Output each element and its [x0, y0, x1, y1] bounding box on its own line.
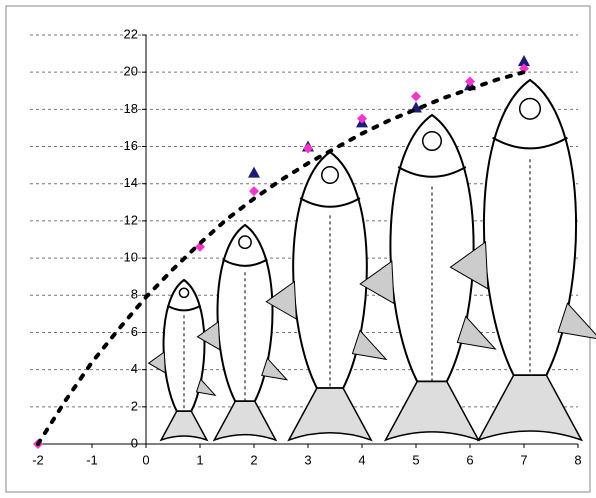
y-tick-label: 22 — [124, 26, 138, 41]
y-tick-label: 12 — [124, 212, 138, 227]
fitted-curve — [36, 70, 526, 446]
x-tick-label: 1 — [196, 452, 203, 467]
fish-gill — [166, 304, 202, 312]
y-tick-label: 14 — [124, 175, 138, 190]
fish-fin — [196, 320, 221, 351]
x-tick-label: 4 — [358, 452, 365, 467]
fish-fin — [359, 260, 395, 305]
diamond-marker — [303, 143, 313, 154]
y-tick-label: 16 — [124, 138, 138, 153]
fish-eye — [238, 235, 252, 250]
fish-tail — [159, 410, 209, 442]
fish-gill — [299, 197, 361, 208]
fish-tail — [212, 400, 278, 442]
fish-fin — [449, 241, 489, 290]
x-tick-label: 2 — [250, 452, 257, 467]
y-tick-label: 8 — [131, 287, 138, 302]
fish-fin — [261, 357, 289, 381]
fish-eye — [321, 166, 339, 185]
y-tick-label: 20 — [124, 64, 138, 79]
fish-gill — [222, 258, 268, 267]
fish-eye — [421, 130, 443, 152]
fish-illustration — [196, 223, 289, 442]
fish-fin — [557, 302, 596, 339]
diamond-marker — [357, 113, 367, 124]
fish-fin — [265, 280, 297, 320]
triangle-marker — [248, 166, 260, 178]
y-tick-label: 2 — [131, 398, 138, 413]
diamond-marker — [465, 76, 475, 87]
fish-fin — [147, 351, 166, 374]
fish-fin — [351, 329, 388, 361]
x-tick-label: 3 — [304, 452, 311, 467]
fish-illustration — [359, 113, 497, 442]
x-tick-label: 8 — [574, 452, 581, 467]
y-tick-label: 10 — [124, 250, 138, 265]
fish-tail — [287, 387, 373, 442]
y-tick-label: 4 — [131, 361, 138, 376]
triangle-marker — [518, 55, 530, 67]
fish-gill — [492, 136, 568, 150]
y-tick-label: 6 — [131, 324, 138, 339]
fish-illustration — [449, 78, 596, 442]
x-tick-label: -2 — [32, 452, 44, 467]
x-tick-label: 7 — [520, 452, 527, 467]
y-tick-label: 0 — [131, 435, 138, 450]
fish-tail — [476, 374, 584, 442]
fish-fin — [456, 315, 497, 350]
diamond-marker — [411, 91, 421, 102]
x-tick-label: 5 — [412, 452, 419, 467]
fish-eye — [178, 287, 190, 299]
fish-illustration — [265, 150, 388, 442]
x-tick-label: 0 — [142, 452, 149, 467]
y-tick-label: 18 — [124, 101, 138, 116]
diamond-marker — [249, 186, 259, 197]
diamond-marker — [195, 241, 205, 252]
fish-fin — [195, 378, 217, 396]
fish-eye — [518, 97, 542, 120]
x-tick-label: -1 — [86, 452, 98, 467]
fish-gill — [397, 166, 467, 178]
x-tick-label: 6 — [466, 452, 473, 467]
fish-illustration — [147, 278, 217, 442]
